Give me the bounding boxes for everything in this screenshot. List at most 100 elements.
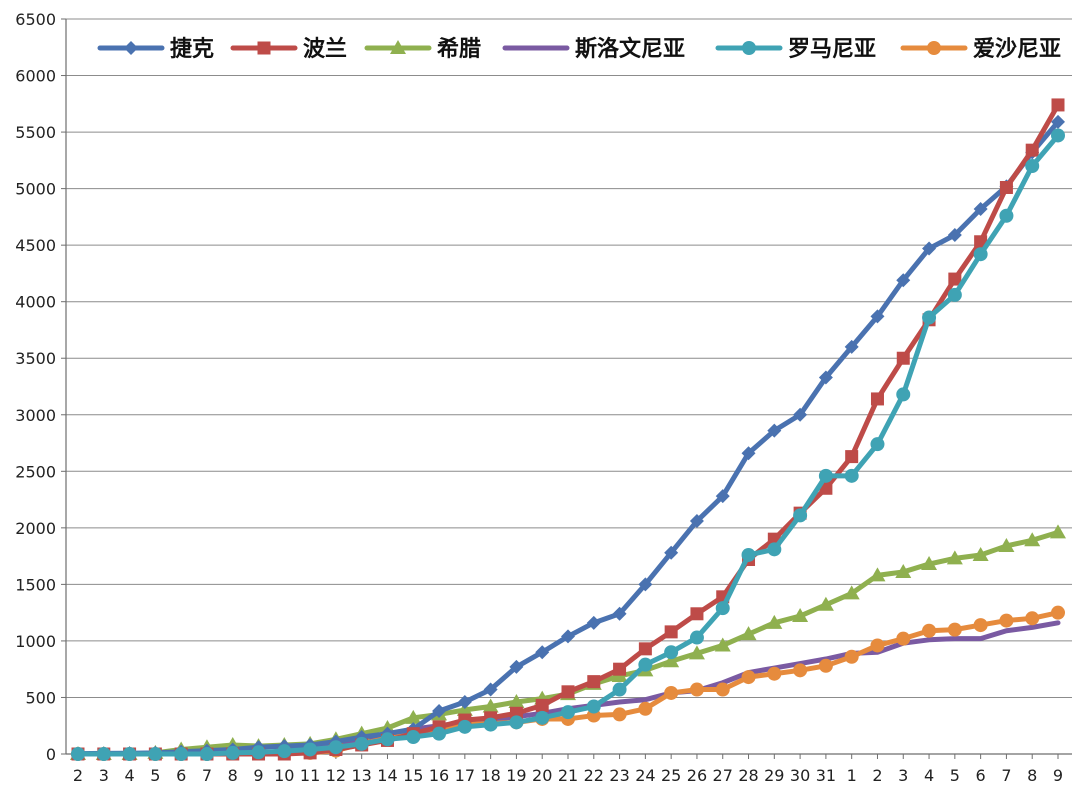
y-tick-label: 3500 [15, 349, 56, 368]
data-point [1051, 98, 1065, 112]
data-point [483, 717, 498, 732]
y-tick-label: 2000 [15, 519, 56, 538]
data-point [715, 682, 730, 697]
x-tick-label: 8 [1027, 766, 1037, 785]
x-tick-labels: 2 3 4 5 6 7 8 9 10 11 12 13 14 15 16 17 18 19 20 21 22 23 24 25… [73, 766, 1063, 785]
data-point [328, 740, 343, 755]
data-point [71, 747, 85, 761]
x-tick-label: 6 [176, 766, 186, 785]
x-tick-label: 14 [377, 766, 397, 785]
data-point [818, 370, 833, 385]
data-point [96, 747, 111, 761]
data-point [766, 614, 783, 629]
data-point [922, 310, 937, 325]
legend-item: 斯洛文尼亚 [502, 36, 685, 62]
legend-label: 斯洛文尼亚 [575, 36, 685, 62]
data-point [946, 550, 963, 565]
x-tick-label: 4 [924, 766, 934, 785]
data-point [793, 508, 808, 523]
x-tick-label: 10 [274, 766, 294, 785]
x-tick-label: 31 [816, 766, 836, 785]
x-tick-label: 22 [584, 766, 604, 785]
x-tick-label: 19 [506, 766, 526, 785]
data-point [793, 407, 808, 422]
x-tick-label: 11 [300, 766, 320, 785]
data-point [148, 747, 163, 761]
x-tick-label: 2 [73, 766, 83, 785]
data-point [612, 606, 627, 621]
data-point [1025, 611, 1040, 626]
data-point [122, 747, 137, 761]
data-point [896, 273, 911, 288]
data-point [947, 287, 962, 302]
data-point [973, 201, 988, 216]
data-point [690, 607, 704, 621]
data-point [251, 745, 266, 760]
data-point [663, 653, 680, 668]
data-point [921, 556, 938, 571]
data-point [613, 662, 627, 676]
x-tick-label: 28 [738, 766, 758, 785]
y-tick-label: 5000 [15, 180, 56, 199]
data-point [767, 423, 782, 438]
y-tick-label: 4500 [15, 236, 56, 255]
data-point [845, 450, 859, 464]
gridlines [66, 18, 1072, 698]
data-point [999, 208, 1014, 223]
x-tick-label: 17 [455, 766, 475, 785]
data-point [1051, 128, 1065, 143]
x-tick-label: 5 [950, 766, 960, 785]
data-point [947, 227, 962, 242]
x-tick-label: 16 [429, 766, 449, 785]
data-point [406, 730, 421, 745]
data-point [1050, 524, 1066, 539]
x-tick-label: 27 [713, 766, 733, 785]
x-tick-label: 6 [976, 766, 986, 785]
y-tick-label: 3000 [15, 406, 56, 425]
legend-label: 波兰 [303, 36, 347, 62]
legend-item: 捷克 [97, 36, 214, 62]
x-tick-label: 20 [532, 766, 552, 785]
x-tick-label: 7 [1001, 766, 1011, 785]
data-point [999, 613, 1014, 628]
data-point [509, 715, 524, 730]
x-tick-label: 15 [403, 766, 423, 785]
data-point [741, 446, 756, 461]
data-point [767, 666, 782, 681]
data-point [509, 659, 524, 674]
data-point [715, 601, 730, 616]
series-4 [71, 128, 1065, 761]
data-point [508, 693, 525, 708]
x-tick-label: 4 [124, 766, 134, 785]
data-point [405, 709, 422, 724]
x-tick-label: 7 [202, 766, 212, 785]
data-point [535, 645, 550, 660]
axes [61, 18, 1072, 759]
data-point [561, 705, 575, 720]
y-tick-label: 5500 [15, 123, 56, 142]
data-point [870, 392, 884, 406]
data-point [380, 732, 395, 747]
legend-item: 希腊 [364, 36, 481, 62]
data-point [638, 701, 653, 716]
x-tick-label: 24 [635, 766, 655, 785]
data-point [1024, 532, 1041, 547]
x-tick-label: 25 [661, 766, 681, 785]
data-point [741, 670, 756, 685]
y-tick-label: 4000 [15, 293, 56, 312]
legend-marker [742, 41, 756, 55]
series-line [75, 132, 1061, 757]
data-point [896, 351, 910, 365]
data-point [1025, 159, 1040, 173]
data-point [688, 645, 705, 660]
y-tick-label: 0 [46, 745, 56, 764]
data-point [457, 719, 472, 734]
data-point [303, 742, 318, 757]
data-point [948, 272, 962, 286]
x-tick-label: 18 [480, 766, 500, 785]
data-point [483, 682, 498, 697]
data-point [896, 631, 911, 646]
legend-label: 罗马尼亚 [788, 37, 876, 62]
data-point [689, 514, 704, 529]
